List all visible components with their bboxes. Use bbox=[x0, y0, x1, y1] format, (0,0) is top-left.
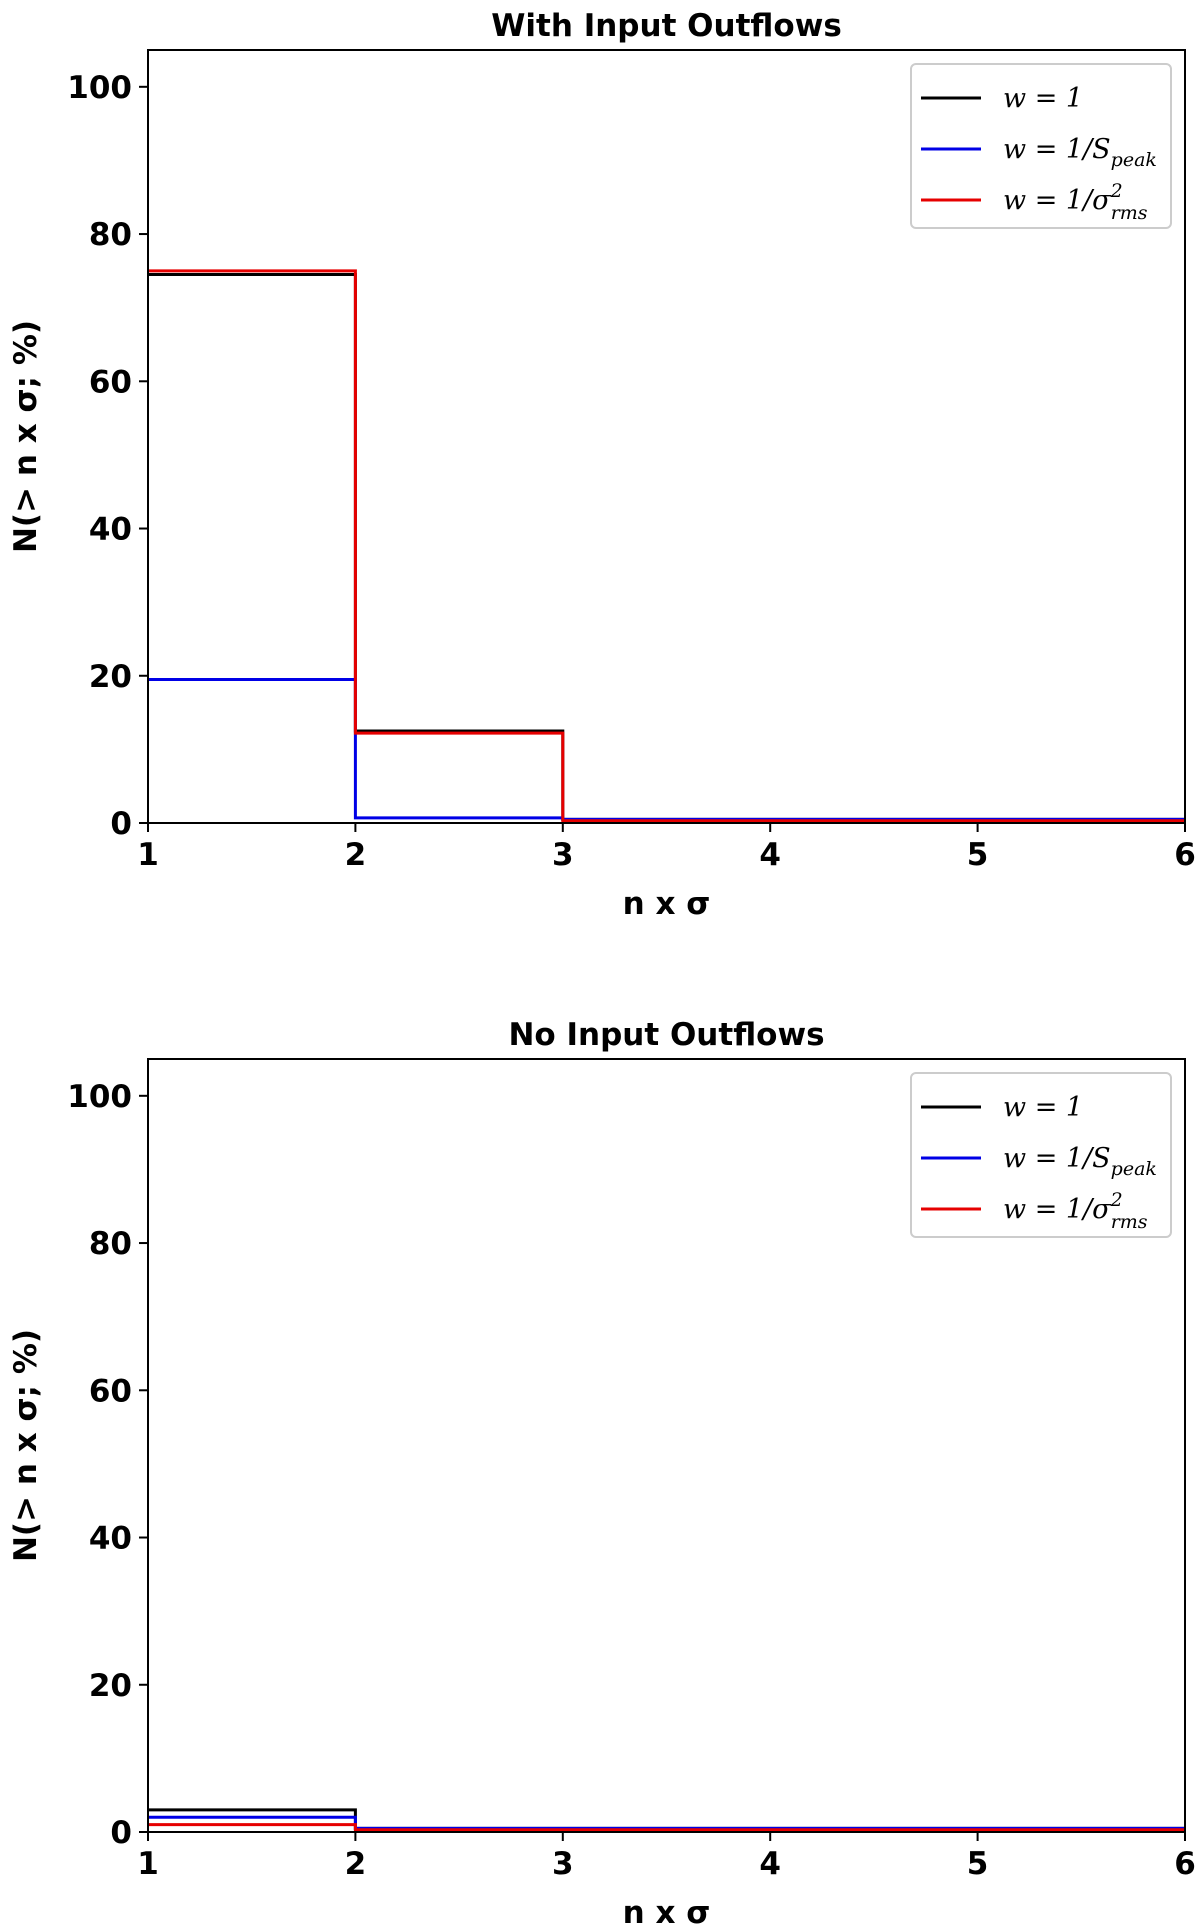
plot-frame bbox=[147, 1058, 1186, 1833]
legend-label-1: w = 1 bbox=[1003, 83, 1083, 114]
y-tick-label: 20 bbox=[89, 1668, 132, 1704]
legend-label-1: w = 1 bbox=[1003, 1092, 1083, 1123]
y-tick-label: 40 bbox=[89, 512, 132, 548]
x-tick-label: 5 bbox=[967, 837, 989, 873]
y-tick-label: 0 bbox=[110, 1815, 132, 1851]
chart-title: With Input Outflows bbox=[491, 8, 842, 44]
series-line-2 bbox=[148, 677, 1185, 821]
y-axis-label: N(> n x σ; %) bbox=[8, 1329, 44, 1562]
x-tick-label: 4 bbox=[759, 837, 781, 873]
y-tick-label: 100 bbox=[67, 1079, 132, 1115]
y-tick-label: 100 bbox=[67, 70, 132, 106]
x-axis-label: n x σ bbox=[623, 1895, 711, 1928]
legend-label-3: w = 1/σ2 rms bbox=[1003, 180, 1148, 224]
y-tick-label: 80 bbox=[89, 1226, 132, 1262]
x-tick-label: 6 bbox=[1174, 1846, 1196, 1882]
x-axis-label: n x σ bbox=[623, 886, 711, 922]
y-tick-label: 60 bbox=[89, 1373, 132, 1409]
x-tick-label: 1 bbox=[137, 1846, 159, 1882]
y-tick-label: 0 bbox=[110, 806, 132, 842]
x-tick-label: 3 bbox=[552, 837, 574, 873]
legend-label-2: w = 1/Speak bbox=[1003, 134, 1157, 171]
series-line-3 bbox=[148, 1823, 1185, 1832]
y-tick-label: 80 bbox=[89, 217, 132, 253]
x-tick-label: 2 bbox=[345, 1846, 367, 1882]
y-tick-label: 20 bbox=[89, 659, 132, 695]
x-tick-label: 2 bbox=[345, 837, 367, 873]
legend-box bbox=[910, 63, 1172, 229]
legend-label-2: w = 1/Speak bbox=[1003, 1143, 1157, 1180]
plot-frame bbox=[147, 49, 1186, 824]
y-tick-label: 40 bbox=[89, 1521, 132, 1557]
x-tick-label: 3 bbox=[552, 1846, 574, 1882]
series-line-2 bbox=[148, 1815, 1185, 1830]
series-line-3 bbox=[148, 269, 1185, 823]
x-tick-label: 6 bbox=[1174, 837, 1196, 873]
legend-box bbox=[910, 1072, 1172, 1238]
series-line-1 bbox=[148, 273, 1185, 821]
x-tick-label: 1 bbox=[137, 837, 159, 873]
legend-label-3: w = 1/σ2 rms bbox=[1003, 1189, 1148, 1233]
y-axis-label: N(> n x σ; %) bbox=[8, 320, 44, 553]
x-tick-label: 4 bbox=[759, 1846, 781, 1882]
chart-title: No Input Outflows bbox=[508, 1017, 824, 1053]
x-tick-label: 5 bbox=[967, 1846, 989, 1882]
y-tick-label: 60 bbox=[89, 364, 132, 400]
